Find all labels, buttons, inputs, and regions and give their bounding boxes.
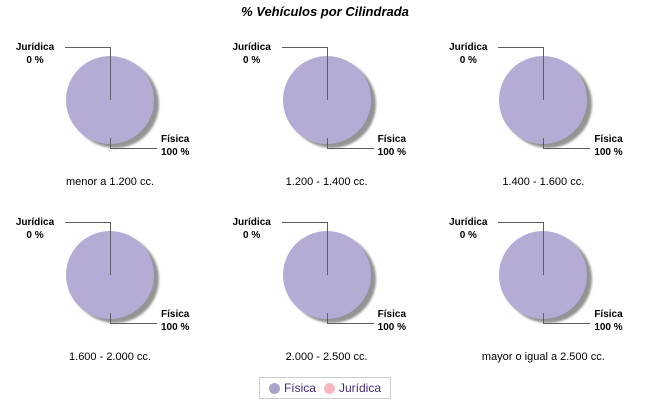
juridica-slice-label: Jurídica 0 %: [222, 41, 282, 67]
juridica-name: Jurídica: [449, 42, 488, 53]
fisica-connector-line: [326, 323, 374, 324]
fisica-slice-label: Física 100 %: [161, 308, 189, 334]
juridica-radius-line: [326, 47, 328, 100]
pie-grid: Jurídica 0 % Física 100 % menor a 1.200 …: [0, 34, 650, 384]
fisica-name: Física: [377, 309, 407, 320]
fisica-connector-line: [543, 148, 591, 149]
pie-cell: Jurídica 0 % Física 100 % 1.200 - 1.400 …: [217, 34, 434, 209]
juridica-connector-line: [65, 47, 111, 48]
juridica-percent: 0 %: [459, 55, 477, 66]
fisica-tick-line: [543, 138, 545, 149]
category-label: mayor o igual a 2.500 cc.: [481, 351, 605, 363]
juridica-radius-line: [110, 47, 111, 100]
fisica-name: Física: [161, 309, 190, 320]
pie-cell: Jurídica 0 % Física 100 % 1.400 - 1.600 …: [433, 34, 650, 209]
fisica-tick-line: [110, 313, 111, 324]
fisica-tick-line: [326, 138, 328, 149]
juridica-name: Jurídica: [232, 217, 271, 228]
category-label: 1.200 - 1.400 cc.: [285, 176, 368, 188]
juridica-percent: 0 %: [243, 55, 261, 66]
fisica-name: Física: [594, 309, 623, 320]
juridica-swatch-icon: [323, 382, 335, 394]
fisica-connector-line: [543, 323, 591, 324]
fisica-connector-line: [326, 148, 374, 149]
juridica-slice-label: Jurídica 0 %: [438, 41, 498, 67]
fisica-connector-line: [110, 148, 157, 149]
juridica-name: Jurídica: [449, 217, 488, 228]
juridica-slice-label: Jurídica 0 %: [5, 41, 65, 67]
juridica-radius-line: [543, 222, 545, 275]
legend: Física Jurídica: [258, 377, 392, 399]
juridica-connector-line: [498, 222, 545, 223]
fisica-percent: 100 %: [377, 147, 407, 158]
pie-cell: Jurídica 0 % Física 100 % 2.000 - 2.500 …: [217, 209, 434, 384]
juridica-radius-line: [326, 222, 328, 275]
juridica-slice-label: Jurídica 0 %: [5, 216, 65, 242]
fisica-percent: 100 %: [594, 322, 623, 333]
juridica-connector-line: [281, 47, 328, 48]
category-label: 2.000 - 2.500 cc.: [285, 351, 368, 363]
juridica-slice-label: Jurídica 0 %: [438, 216, 498, 242]
fisica-slice-label: Física 100 %: [594, 308, 622, 334]
fisica-tick-line: [543, 313, 545, 324]
fisica-tick-line: [326, 313, 328, 324]
juridica-percent: 0 %: [26, 55, 44, 66]
legend-item-fisica: Física: [268, 381, 316, 395]
pie-cell: Jurídica 0 % Física 100 % 1.600 - 2.000 …: [0, 209, 217, 384]
juridica-percent: 0 %: [243, 230, 261, 241]
fisica-connector-line: [110, 323, 157, 324]
fisica-slice-label: Física 100 %: [378, 133, 406, 159]
juridica-radius-line: [110, 222, 111, 275]
juridica-name: Jurídica: [15, 42, 55, 53]
fisica-slice-label: Física 100 %: [594, 133, 622, 159]
category-label: 1.600 - 2.000 cc.: [69, 351, 151, 363]
legend-item-juridica: Jurídica: [323, 381, 382, 395]
fisica-percent: 100 %: [594, 147, 623, 158]
juridica-connector-line: [498, 47, 545, 48]
fisica-slice-label: Física 100 %: [378, 308, 406, 334]
fisica-name: Física: [594, 134, 623, 145]
fisica-slice-label: Física 100 %: [161, 133, 189, 159]
fisica-percent: 100 %: [377, 322, 407, 333]
fisica-percent: 100 %: [161, 322, 190, 333]
juridica-percent: 0 %: [459, 230, 477, 241]
juridica-radius-line: [543, 47, 545, 100]
fisica-tick-line: [110, 138, 111, 149]
fisica-name: Física: [161, 134, 190, 145]
juridica-name: Jurídica: [232, 42, 271, 53]
legend-label-fisica: Física: [283, 381, 316, 395]
juridica-connector-line: [65, 222, 111, 223]
legend-label-juridica: Jurídica: [338, 381, 382, 395]
fisica-name: Física: [377, 134, 407, 145]
fisica-percent: 100 %: [161, 147, 190, 158]
juridica-percent: 0 %: [26, 230, 44, 241]
juridica-connector-line: [281, 222, 328, 223]
category-label: menor a 1.200 cc.: [65, 176, 155, 188]
chart-title: % Vehículos por Cilindrada: [241, 4, 409, 19]
category-label: 1.400 - 1.600 cc.: [502, 176, 585, 188]
fisica-swatch-icon: [268, 382, 280, 394]
pie-cell: Jurídica 0 % Física 100 % menor a 1.200 …: [0, 34, 217, 209]
juridica-name: Jurídica: [15, 217, 55, 228]
pie-cell: Jurídica 0 % Física 100 % mayor o igual …: [433, 209, 650, 384]
juridica-slice-label: Jurídica 0 %: [222, 216, 282, 242]
